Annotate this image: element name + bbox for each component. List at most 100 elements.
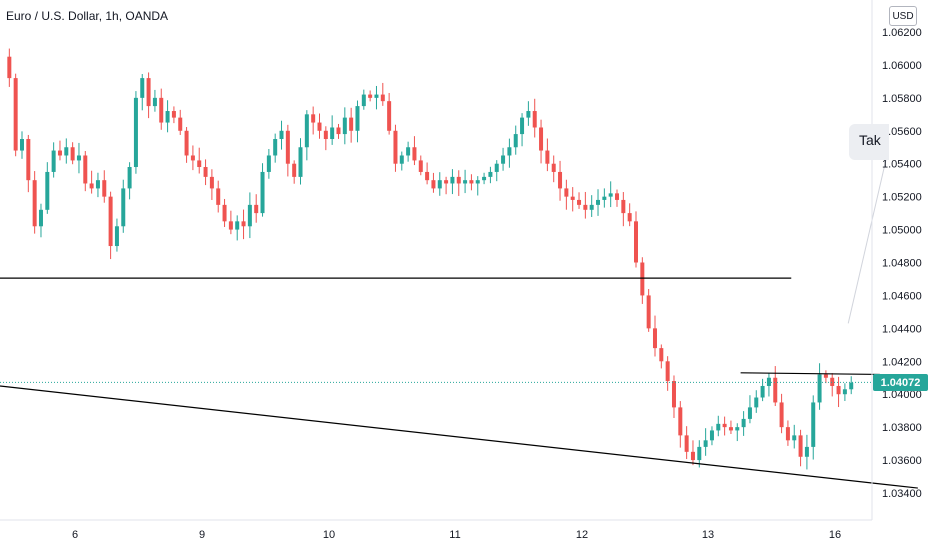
candle-body bbox=[785, 427, 790, 441]
candle-body bbox=[773, 377, 778, 403]
candle-body bbox=[247, 204, 252, 227]
candle-body bbox=[298, 147, 303, 177]
candle-body bbox=[89, 183, 94, 189]
candle-body bbox=[165, 111, 170, 123]
candle-body bbox=[596, 199, 601, 205]
candle-body bbox=[241, 221, 246, 227]
candle-body bbox=[735, 427, 740, 431]
candle-body bbox=[102, 180, 107, 197]
last-price-label: 1.04072 bbox=[873, 374, 928, 391]
candle-body bbox=[690, 451, 695, 461]
candle-body bbox=[792, 435, 797, 441]
candle-body bbox=[355, 106, 360, 131]
candle-body bbox=[836, 385, 841, 395]
candle-body bbox=[444, 180, 449, 184]
candle-body bbox=[19, 139, 24, 151]
candle-body bbox=[798, 435, 803, 457]
candle-body bbox=[349, 117, 354, 131]
candle-body bbox=[494, 163, 499, 172]
candle-body bbox=[412, 147, 417, 161]
candle-body bbox=[665, 361, 670, 382]
candle-body bbox=[114, 226, 119, 247]
candle-body bbox=[304, 114, 309, 148]
candle-body bbox=[399, 155, 404, 164]
currency-button[interactable]: USD bbox=[889, 6, 917, 26]
candle-body bbox=[323, 130, 328, 140]
candle-body bbox=[95, 180, 100, 189]
candle-body bbox=[330, 127, 335, 140]
candle-body bbox=[589, 204, 594, 210]
candle-body bbox=[228, 221, 233, 230]
candle-body bbox=[406, 147, 411, 156]
candle-body bbox=[266, 155, 271, 172]
time-tick-label: 11 bbox=[449, 529, 460, 541]
candle-body bbox=[178, 117, 183, 131]
time-tick-label: 13 bbox=[702, 529, 714, 541]
candle-body bbox=[184, 130, 189, 156]
candle-body bbox=[817, 374, 822, 403]
candle-body bbox=[279, 130, 284, 140]
candle-body bbox=[203, 167, 208, 177]
price-tick-label: 1.04000 bbox=[882, 389, 922, 401]
candle-body bbox=[51, 150, 56, 172]
candle-body bbox=[311, 114, 316, 123]
candle-body bbox=[728, 427, 733, 431]
candle-body bbox=[76, 155, 81, 161]
candle-body bbox=[570, 196, 575, 200]
candle-body bbox=[235, 221, 240, 230]
price-tick-label: 1.06200 bbox=[882, 27, 922, 39]
time-axis: 6 9 10 11 12 13 16 bbox=[72, 529, 841, 541]
candle-body bbox=[646, 295, 651, 329]
candle-body bbox=[849, 382, 854, 390]
candle-body bbox=[260, 171, 265, 214]
candle-body bbox=[152, 97, 157, 107]
price-tick-label: 1.05200 bbox=[882, 192, 922, 204]
candle-body bbox=[564, 188, 569, 197]
price-tick-label: 1.06000 bbox=[882, 60, 922, 72]
candle-body bbox=[804, 446, 809, 457]
candle-body bbox=[684, 435, 689, 452]
candle-body bbox=[273, 139, 278, 156]
candle-body bbox=[482, 176, 487, 181]
symbol-title: Euro / U.S. Dollar, 1h, OANDA bbox=[6, 9, 169, 23]
candle-body bbox=[754, 397, 759, 408]
candle-body bbox=[709, 430, 714, 441]
time-tick-label: 12 bbox=[576, 529, 588, 541]
candle-body bbox=[634, 221, 638, 263]
candle-body bbox=[741, 418, 746, 428]
price-tick-label: 1.05600 bbox=[882, 126, 922, 138]
candle-body bbox=[475, 180, 480, 184]
candle-body bbox=[216, 188, 221, 205]
candle-body bbox=[32, 180, 37, 227]
candle-body bbox=[456, 176, 461, 184]
candle-body bbox=[450, 176, 455, 184]
candle-body bbox=[842, 389, 847, 395]
candle-body bbox=[374, 94, 379, 98]
candle-body bbox=[823, 374, 828, 378]
resistance-line bbox=[740, 372, 880, 376]
candle-body bbox=[7, 56, 12, 79]
candle-body bbox=[501, 155, 506, 164]
candle-body bbox=[146, 78, 151, 107]
candle-body bbox=[292, 163, 297, 177]
candle-body bbox=[418, 160, 423, 172]
candle-body bbox=[133, 97, 138, 168]
candle-body bbox=[222, 204, 227, 222]
callout-bubble[interactable]: Tak bbox=[849, 124, 889, 160]
candle-body bbox=[678, 407, 683, 436]
candle-body bbox=[469, 180, 474, 184]
candle-body bbox=[615, 193, 620, 200]
drawing-lines bbox=[0, 158, 918, 489]
candle-body bbox=[652, 328, 657, 349]
candle-body bbox=[342, 117, 347, 135]
candle-body bbox=[811, 402, 816, 447]
candle-body bbox=[488, 171, 493, 177]
candle-body bbox=[513, 134, 518, 148]
candle-body bbox=[336, 127, 341, 135]
candle-body bbox=[640, 262, 645, 296]
candle-body bbox=[830, 377, 835, 386]
time-tick-label: 9 bbox=[199, 529, 205, 541]
candle-body bbox=[387, 101, 392, 131]
candle-body bbox=[722, 423, 727, 428]
